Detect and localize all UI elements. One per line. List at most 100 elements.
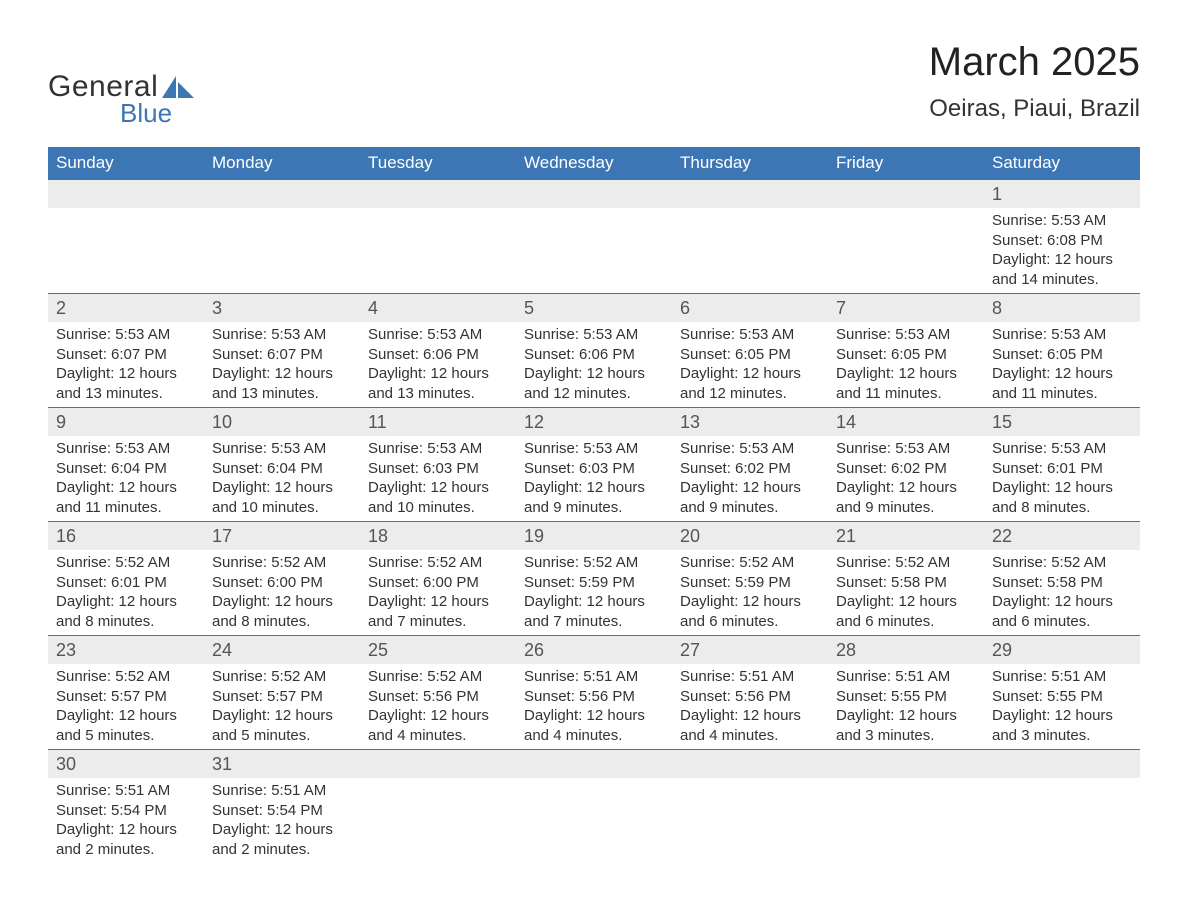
day-detail: Sunrise: 5:53 AMSunset: 6:05 PMDaylight:… [828, 322, 984, 407]
day-number-cell: 18 [360, 522, 516, 551]
day-detail: Sunrise: 5:51 AMSunset: 5:54 PMDaylight:… [48, 778, 204, 863]
empty-cell [984, 750, 1140, 779]
day-number-cell: 16 [48, 522, 204, 551]
day-number: 22 [984, 522, 1140, 550]
calendar-week-daynums: 2345678 [48, 294, 1140, 323]
day-number-cell: 14 [828, 408, 984, 437]
weekday-header: Sunday [48, 147, 204, 180]
day-detail-cell: Sunrise: 5:52 AMSunset: 6:01 PMDaylight:… [48, 550, 204, 636]
day-detail-cell: Sunrise: 5:53 AMSunset: 6:05 PMDaylight:… [672, 322, 828, 408]
day-number-cell: 1 [984, 180, 1140, 209]
day-number: 15 [984, 408, 1140, 436]
day-number-cell: 25 [360, 636, 516, 665]
day-detail-cell: Sunrise: 5:52 AMSunset: 5:57 PMDaylight:… [204, 664, 360, 750]
day-number-cell: 10 [204, 408, 360, 437]
title-month: March 2025 [929, 40, 1140, 85]
day-detail-cell: Sunrise: 5:53 AMSunset: 6:04 PMDaylight:… [48, 436, 204, 522]
day-detail-cell: Sunrise: 5:52 AMSunset: 6:00 PMDaylight:… [204, 550, 360, 636]
weekday-header-row: SundayMondayTuesdayWednesdayThursdayFrid… [48, 147, 1140, 180]
day-detail-cell: Sunrise: 5:51 AMSunset: 5:56 PMDaylight:… [672, 664, 828, 750]
day-number-cell: 22 [984, 522, 1140, 551]
day-detail-cell: Sunrise: 5:53 AMSunset: 6:04 PMDaylight:… [204, 436, 360, 522]
day-number: 16 [48, 522, 204, 550]
empty-cell [516, 778, 672, 863]
day-detail: Sunrise: 5:52 AMSunset: 5:57 PMDaylight:… [48, 664, 204, 749]
empty-cell [828, 208, 984, 294]
day-number-cell: 26 [516, 636, 672, 665]
weekday-header: Saturday [984, 147, 1140, 180]
logo-word-blue: Blue [120, 98, 194, 129]
calendar-week-daynums: 3031 [48, 750, 1140, 779]
day-number-cell: 7 [828, 294, 984, 323]
day-detail: Sunrise: 5:52 AMSunset: 5:58 PMDaylight:… [984, 550, 1140, 635]
day-detail: Sunrise: 5:52 AMSunset: 6:00 PMDaylight:… [204, 550, 360, 635]
day-detail-cell: Sunrise: 5:51 AMSunset: 5:56 PMDaylight:… [516, 664, 672, 750]
day-number-cell: 3 [204, 294, 360, 323]
empty-cell [48, 208, 204, 294]
day-number-cell: 8 [984, 294, 1140, 323]
calendar-week-daynums: 9101112131415 [48, 408, 1140, 437]
day-number: 18 [360, 522, 516, 550]
day-detail-cell: Sunrise: 5:53 AMSunset: 6:07 PMDaylight:… [204, 322, 360, 408]
day-number-cell: 9 [48, 408, 204, 437]
day-detail-cell: Sunrise: 5:53 AMSunset: 6:03 PMDaylight:… [360, 436, 516, 522]
day-detail-cell: Sunrise: 5:53 AMSunset: 6:02 PMDaylight:… [828, 436, 984, 522]
day-number-cell: 6 [672, 294, 828, 323]
day-number: 19 [516, 522, 672, 550]
empty-cell [672, 778, 828, 863]
day-detail-cell: Sunrise: 5:53 AMSunset: 6:01 PMDaylight:… [984, 436, 1140, 522]
day-number: 24 [204, 636, 360, 664]
day-number: 3 [204, 294, 360, 322]
calendar-week-details: Sunrise: 5:51 AMSunset: 5:54 PMDaylight:… [48, 778, 1140, 863]
empty-cell [828, 778, 984, 863]
empty-cell [516, 208, 672, 294]
day-number: 13 [672, 408, 828, 436]
day-detail-cell: Sunrise: 5:53 AMSunset: 6:08 PMDaylight:… [984, 208, 1140, 294]
day-number: 5 [516, 294, 672, 322]
day-detail: Sunrise: 5:52 AMSunset: 5:56 PMDaylight:… [360, 664, 516, 749]
day-detail: Sunrise: 5:53 AMSunset: 6:04 PMDaylight:… [48, 436, 204, 521]
weekday-header: Wednesday [516, 147, 672, 180]
calendar-week-daynums: 1 [48, 180, 1140, 209]
title-location: Oeiras, Piaui, Brazil [929, 95, 1140, 123]
day-number: 21 [828, 522, 984, 550]
weekday-header: Tuesday [360, 147, 516, 180]
day-detail-cell: Sunrise: 5:52 AMSunset: 5:58 PMDaylight:… [828, 550, 984, 636]
calendar-table: SundayMondayTuesdayWednesdayThursdayFrid… [48, 147, 1140, 863]
day-number-cell: 2 [48, 294, 204, 323]
day-number: 12 [516, 408, 672, 436]
empty-cell [204, 208, 360, 294]
day-number: 6 [672, 294, 828, 322]
day-detail: Sunrise: 5:53 AMSunset: 6:02 PMDaylight:… [672, 436, 828, 521]
day-detail: Sunrise: 5:51 AMSunset: 5:55 PMDaylight:… [984, 664, 1140, 749]
empty-cell [984, 778, 1140, 863]
day-number: 30 [48, 750, 204, 778]
day-detail: Sunrise: 5:53 AMSunset: 6:01 PMDaylight:… [984, 436, 1140, 521]
day-number-cell: 31 [204, 750, 360, 779]
calendar-week-details: Sunrise: 5:52 AMSunset: 6:01 PMDaylight:… [48, 550, 1140, 636]
day-number: 10 [204, 408, 360, 436]
day-detail: Sunrise: 5:53 AMSunset: 6:07 PMDaylight:… [204, 322, 360, 407]
day-number: 20 [672, 522, 828, 550]
day-number-cell: 28 [828, 636, 984, 665]
day-number: 25 [360, 636, 516, 664]
empty-cell [204, 180, 360, 209]
calendar-week-details: Sunrise: 5:53 AMSunset: 6:04 PMDaylight:… [48, 436, 1140, 522]
empty-cell [48, 180, 204, 209]
empty-cell [672, 208, 828, 294]
day-number-cell: 20 [672, 522, 828, 551]
day-number: 2 [48, 294, 204, 322]
day-number-cell: 21 [828, 522, 984, 551]
day-detail-cell: Sunrise: 5:51 AMSunset: 5:55 PMDaylight:… [828, 664, 984, 750]
calendar-week-details: Sunrise: 5:53 AMSunset: 6:08 PMDaylight:… [48, 208, 1140, 294]
day-detail-cell: Sunrise: 5:52 AMSunset: 6:00 PMDaylight:… [360, 550, 516, 636]
day-number-cell: 23 [48, 636, 204, 665]
day-detail: Sunrise: 5:52 AMSunset: 5:59 PMDaylight:… [516, 550, 672, 635]
day-detail: Sunrise: 5:53 AMSunset: 6:03 PMDaylight:… [360, 436, 516, 521]
day-detail-cell: Sunrise: 5:53 AMSunset: 6:02 PMDaylight:… [672, 436, 828, 522]
day-detail: Sunrise: 5:52 AMSunset: 6:01 PMDaylight:… [48, 550, 204, 635]
header-row: General Blue March 2025 Oeiras, Piaui, B… [48, 40, 1140, 129]
sail-icon [162, 76, 194, 98]
calendar-week-details: Sunrise: 5:53 AMSunset: 6:07 PMDaylight:… [48, 322, 1140, 408]
day-detail-cell: Sunrise: 5:53 AMSunset: 6:06 PMDaylight:… [360, 322, 516, 408]
